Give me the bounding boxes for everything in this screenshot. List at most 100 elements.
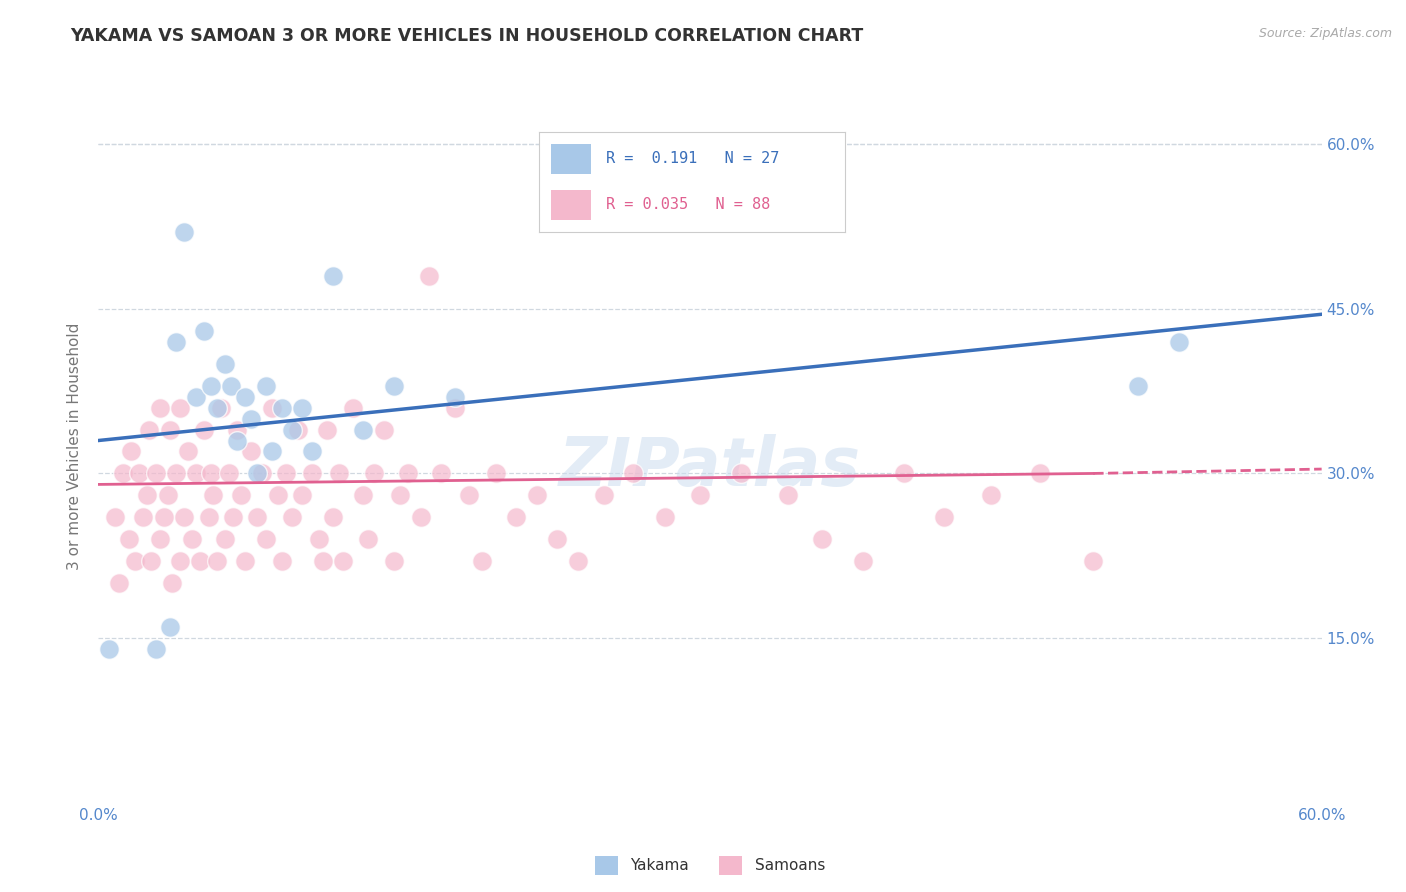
Point — [301, 467, 323, 481]
Point — [165, 467, 187, 481]
Point — [188, 554, 212, 568]
Point — [233, 390, 256, 404]
Point — [593, 488, 616, 502]
Point — [363, 467, 385, 481]
Point — [197, 510, 219, 524]
Point — [322, 268, 344, 283]
Point — [730, 467, 752, 481]
Point — [281, 423, 304, 437]
Point — [382, 554, 405, 568]
Point — [893, 467, 915, 481]
Point — [270, 401, 294, 415]
Point — [546, 533, 568, 547]
Point — [1167, 334, 1189, 349]
Point — [104, 510, 127, 524]
Point — [352, 488, 374, 502]
Point — [526, 488, 548, 502]
Point — [159, 423, 181, 437]
Point — [328, 467, 350, 481]
Point — [430, 467, 453, 481]
Point — [1128, 378, 1150, 392]
Point — [246, 467, 269, 481]
Point — [169, 401, 191, 415]
Point — [149, 401, 172, 415]
Point — [200, 378, 222, 392]
Point — [159, 620, 181, 634]
Point — [322, 510, 344, 524]
Point — [281, 510, 304, 524]
Point — [312, 554, 335, 568]
Point — [409, 510, 432, 524]
Point — [169, 554, 191, 568]
Point — [173, 225, 195, 239]
Point — [145, 642, 167, 657]
Bar — [551, 190, 591, 220]
Point — [108, 576, 131, 591]
Point — [301, 444, 323, 458]
Point — [132, 510, 155, 524]
Point — [145, 467, 167, 481]
Point — [193, 324, 215, 338]
Point — [214, 533, 236, 547]
Bar — [551, 144, 591, 174]
Point — [205, 401, 228, 415]
Point — [852, 554, 875, 568]
Point — [205, 554, 228, 568]
Point — [218, 467, 240, 481]
Point — [270, 554, 294, 568]
Point — [373, 423, 395, 437]
Text: ZIPatlas: ZIPatlas — [560, 434, 860, 500]
Point — [287, 423, 309, 437]
Point — [1029, 467, 1052, 481]
Point — [173, 510, 195, 524]
Point — [471, 554, 494, 568]
Point — [389, 488, 412, 502]
Point — [160, 576, 183, 591]
Point — [260, 401, 283, 415]
Text: YAKAMA VS SAMOAN 3 OR MORE VEHICLES IN HOUSEHOLD CORRELATION CHART: YAKAMA VS SAMOAN 3 OR MORE VEHICLES IN H… — [70, 27, 863, 45]
Point — [222, 510, 245, 524]
Point — [776, 488, 799, 502]
Point — [254, 533, 277, 547]
Point — [811, 533, 834, 547]
Point — [240, 444, 263, 458]
Point — [111, 467, 134, 481]
Point — [980, 488, 1002, 502]
Point — [315, 423, 337, 437]
Point — [254, 378, 277, 392]
Point — [214, 357, 236, 371]
Point — [689, 488, 711, 502]
Point — [267, 488, 290, 502]
Point — [567, 554, 589, 568]
Point — [274, 467, 297, 481]
Point — [120, 444, 142, 458]
Point — [934, 510, 956, 524]
Point — [231, 488, 253, 502]
Point — [332, 554, 354, 568]
Text: R =  0.191   N = 27: R = 0.191 N = 27 — [606, 152, 779, 167]
Point — [418, 268, 440, 283]
Point — [186, 390, 208, 404]
Point — [97, 642, 120, 657]
Point — [152, 510, 174, 524]
Text: Source: ZipAtlas.com: Source: ZipAtlas.com — [1258, 27, 1392, 40]
Point — [505, 510, 527, 524]
Point — [240, 411, 263, 425]
Point — [118, 533, 141, 547]
Point — [193, 423, 215, 437]
Point — [444, 401, 467, 415]
Point — [458, 488, 481, 502]
Point — [250, 467, 273, 481]
Point — [128, 467, 150, 481]
Point — [342, 401, 364, 415]
Point — [233, 554, 256, 568]
Text: R = 0.035   N = 88: R = 0.035 N = 88 — [606, 197, 770, 212]
Point — [654, 510, 676, 524]
Point — [1083, 554, 1105, 568]
Point — [308, 533, 330, 547]
Point — [219, 378, 242, 392]
Point — [124, 554, 146, 568]
Point — [177, 444, 200, 458]
Point — [444, 390, 467, 404]
Point — [138, 423, 160, 437]
